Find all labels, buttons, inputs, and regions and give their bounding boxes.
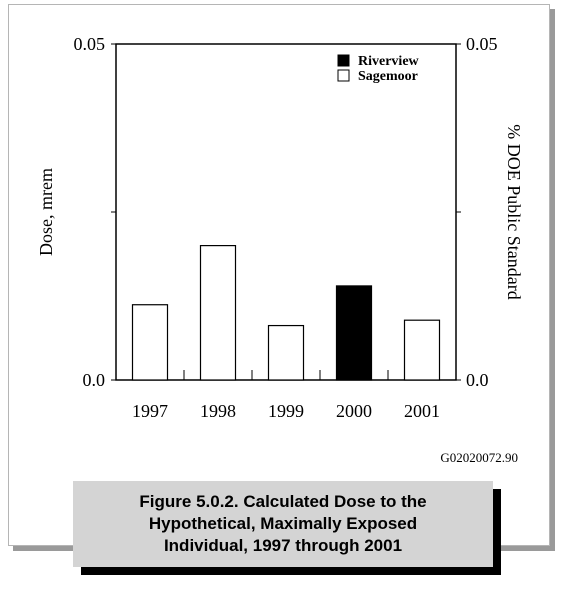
legend: Riverview Sagemoor — [337, 54, 420, 84]
caption-line-1: Figure 5.0.2. Calculated Dose to the — [139, 492, 427, 511]
bar-sagemoor-1997 — [131, 304, 169, 381]
bar-sagemoor-1999 — [267, 324, 305, 381]
legend-swatch-riverview — [337, 54, 350, 67]
figure-caption: Figure 5.0.2. Calculated Dose to the Hyp… — [73, 481, 493, 567]
plot-area — [115, 43, 457, 381]
x-tick-label-1998: 1998 — [200, 401, 236, 421]
y2-tick-label-bottom: 0.0 — [466, 370, 489, 390]
figure-code: G02020072.90 — [440, 450, 518, 465]
y-tick-label-bottom: 0.0 — [83, 370, 106, 390]
legend-label-riverview: Riverview — [358, 54, 420, 69]
bar-sagemoor-2001 — [403, 319, 441, 381]
y2-tick-label-top: 0.05 — [466, 34, 498, 54]
caption-line-3: Individual, 1997 through 2001 — [163, 536, 403, 555]
bar-riverview-2000 — [335, 285, 373, 381]
x-tick-labels: 1997 1998 1999 2000 2001 — [132, 401, 440, 421]
x-tick-label-1997: 1997 — [132, 401, 168, 421]
y-tick-label-top: 0.05 — [74, 34, 106, 54]
caption-line-2: Hypothetical, Maximally Exposed — [148, 514, 418, 533]
bars-group — [131, 245, 441, 381]
x-tick-label-1999: 1999 — [268, 401, 304, 421]
bar-sagemoor-1998 — [199, 245, 237, 381]
x-tick-label-2001: 2001 — [404, 401, 440, 421]
legend-swatch-sagemoor — [337, 69, 350, 82]
legend-label-sagemoor: Sagemoor — [358, 69, 418, 84]
axis-ticks — [111, 43, 461, 381]
y2-axis-title: % DOE Public Standard — [504, 124, 524, 299]
y-axis-title: Dose, mrem — [36, 168, 56, 256]
x-tick-label-2000: 2000 — [336, 401, 372, 421]
